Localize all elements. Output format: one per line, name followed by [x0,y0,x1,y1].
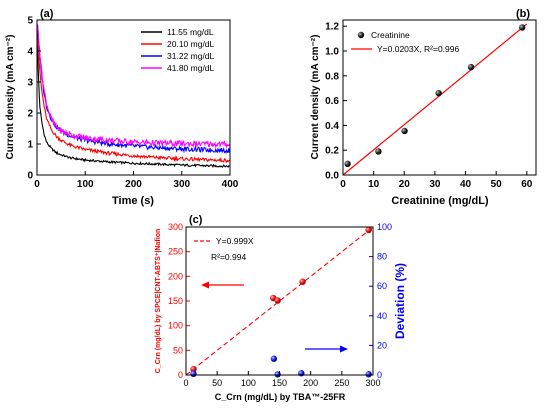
y-tick-label: 5 [27,16,33,27]
y-right-tick-label: 60 [377,281,387,291]
y-tick-label: 0.4 [325,121,339,132]
panel-b-axes-frame [342,19,537,176]
arrow-right-icon [340,345,348,353]
y-left-tick-label: 100 [168,321,183,331]
panel-a: 0 100 200 300 400 0 1 2 3 4 5 (a) Time (s) Current… [5,8,239,207]
panel-b-xlabel: Creatinine (mg/dL) [391,195,489,207]
y-left-tick-label: 250 [168,247,183,257]
x-tick-label: 200 [125,179,142,190]
data-point [401,127,408,135]
data-point-measured [274,297,281,304]
arrow-left-icon [201,281,209,289]
y-tick-label: 1.2 [325,22,339,33]
y-left-tick-label: 0 [178,370,183,380]
y-left-tick-label: 300 [168,222,183,232]
x-tick-label: 10 [368,179,380,190]
panel-c-axes-frame [185,226,374,376]
y-left-tick-label: 200 [168,271,183,281]
panel-c-ylabel-left: C_Crn (mg/dL) by SPCE|CNT-ABTS⁺|Nafion [155,229,162,374]
legend-label: 41.80 mg/dL [167,63,215,73]
x-tick-label: 300 [365,378,380,388]
y-tick-label: 0.6 [325,96,339,107]
y-right-tick-label: 80 [377,252,387,262]
panel-c-annotations: Y=0.999X R²=0.994 [194,236,348,353]
panel-b-ylabel: Current density (mA cm⁻²) [310,35,321,160]
panel-c-label: (c) [189,214,203,226]
series-line-20-10-mg-dl [36,24,230,163]
data-point [519,24,526,31]
y-tick-label: 0.8 [325,71,339,82]
data-point-deviation [190,370,197,378]
panel-a-plot: 0 100 200 300 400 0 1 2 3 4 5 [27,16,238,191]
annotation-r2: R²=0.994 [211,252,246,262]
y-tick-label: 2 [27,109,33,120]
panel-c-ylabel-right: Deviation (%) [393,263,407,339]
data-point [375,148,382,155]
series-line-11-55-mg-dl [36,39,230,169]
legend-label: 31.22 mg/dL [167,51,215,61]
y-tick-label: 0.2 [325,146,339,157]
x-tick-label: 100 [241,378,256,388]
legend-label: Y=0.0203X, R²=0.996 [377,44,460,54]
y-right-tick-label: 100 [377,222,392,232]
y-right-tick-label: 40 [377,311,387,321]
x-tick-label: 300 [173,179,190,190]
x-tick-label: 20 [399,179,411,190]
legend-label: 11.55 mg/dL [167,27,214,37]
panel-c: 0 50 100 150 200 250 3000501001502002503000204… [155,214,407,402]
panel-a-label: (a) [40,8,54,20]
y-left-tick-label: 150 [168,296,183,306]
data-point-measured [190,365,197,373]
data-point [344,160,351,168]
legend-label: Creatinine [371,30,410,40]
x-tick-label: 400 [222,179,239,190]
y-right-tick-label: 20 [377,340,387,350]
data-point [467,63,475,71]
fit-line [342,23,528,176]
panel-a-ylabel: Current density (mA cm⁻²) [5,35,16,160]
panel-b-plot: 0 10 20 30 40 50 60 0.0 0.2 0.4 0.6 0.8 1.0 1.2 [325,22,533,190]
data-point-deviation [365,371,372,378]
x-tick-label: 0 [34,179,40,190]
x-tick-label: 60 [521,179,533,190]
data-point-measured [299,278,306,285]
data-point [435,89,442,97]
y-right-tick-label: 0 [377,370,382,380]
x-tick-label: 200 [303,378,318,388]
panel-a-legend: 11.55 mg/dL 20.10 mg/dL 31.22 mg/dL 41.80 m… [141,27,215,73]
x-tick-label: 100 [77,179,94,190]
x-tick-label: 30 [429,179,441,190]
annotation-equation: Y=0.999X [216,236,254,246]
panel-b: 0 10 20 30 40 50 60 0.0 0.2 0.4 0.6 0.8 1.0 1.2 (b) C… [310,8,537,207]
legend-marker [357,31,365,39]
panel-a-xlabel: Time (s) [112,195,154,207]
y-left-tick-label: 50 [173,345,183,355]
series-line-41-80-mg-dl [36,24,231,149]
data-point-measured [365,226,372,234]
y-tick-label: 3 [27,78,33,89]
x-tick-label: 0 [340,179,346,190]
panel-c-plot: 0 50 100 150 200 250 3000501001502002503000204… [168,222,392,388]
y-tick-label: 1 [27,140,33,151]
panel-a-axes-frame [36,19,231,176]
legend-label: 20.10 mg/dL [167,39,215,49]
x-tick-label: 50 [212,378,222,388]
panel-c-xlabel: C_Crn (mg/dL) by TBA™-25FR [215,392,346,402]
panel-b-legend: Creatinine Y=0.0203X, R²=0.996 [351,30,460,54]
x-tick-label: 150 [272,378,287,388]
x-tick-label: 40 [460,179,472,190]
x-tick-label: 0 [183,378,188,388]
x-tick-label: 250 [334,378,349,388]
data-point-deviation [270,355,278,362]
x-tick-label: 50 [491,179,503,190]
y-tick-label: 0.0 [325,171,339,182]
y-tick-label: 1.0 [325,47,339,58]
y-tick-label: 4 [27,47,33,58]
y-tick-label: 0 [27,171,33,182]
panel-b-label: (b) [516,8,530,20]
